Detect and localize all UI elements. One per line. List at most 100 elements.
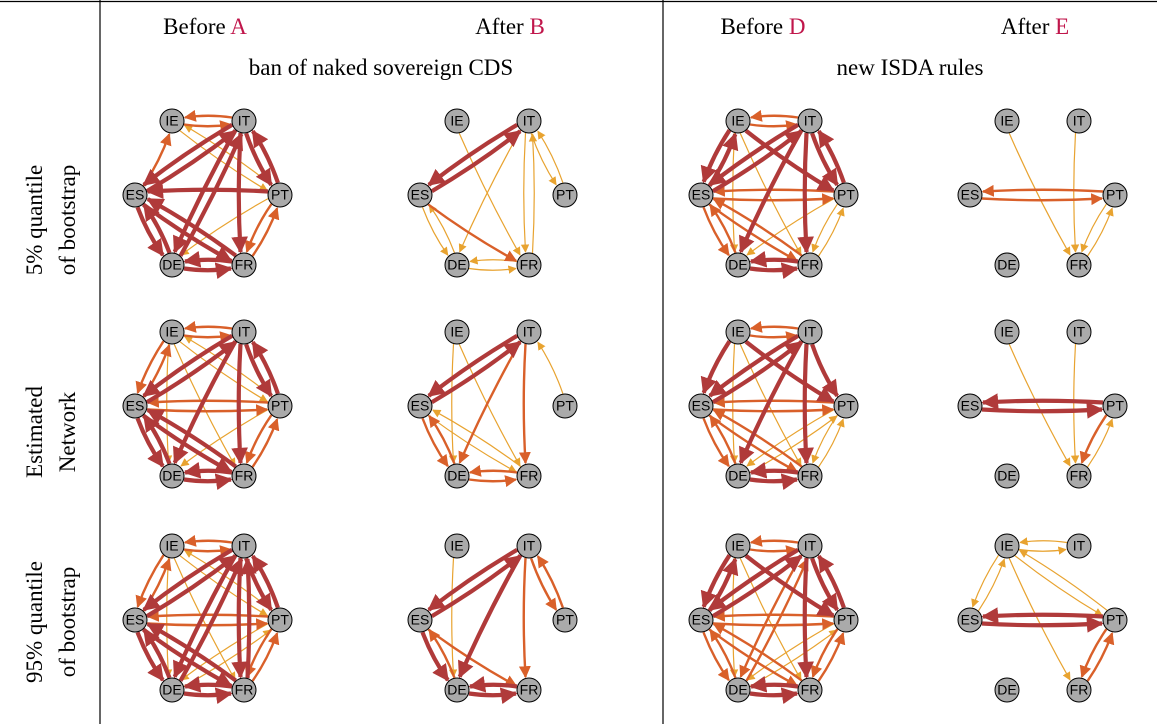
node-label: FR <box>1070 468 1089 484</box>
node-label: FR <box>801 257 820 273</box>
edge <box>518 343 531 465</box>
node-label: PT <box>837 398 855 414</box>
edge <box>430 340 522 404</box>
edge <box>729 343 739 464</box>
node-label: IE <box>165 324 178 340</box>
edge <box>709 414 737 465</box>
node <box>797 319 823 345</box>
edge <box>817 554 846 609</box>
node <box>516 677 542 703</box>
node <box>994 108 1020 134</box>
node <box>725 463 751 489</box>
edge <box>183 109 233 122</box>
node <box>159 108 185 134</box>
edge <box>749 629 838 687</box>
node <box>1066 108 1092 134</box>
edge <box>702 631 730 682</box>
node <box>1066 677 1092 703</box>
edge <box>981 393 1104 410</box>
node <box>725 252 751 278</box>
edge <box>537 130 564 183</box>
node <box>1102 607 1128 633</box>
node-label: FR <box>801 468 820 484</box>
edge <box>469 256 518 265</box>
node <box>444 533 470 559</box>
node-label: DE <box>997 682 1016 698</box>
edge <box>749 687 799 705</box>
edge <box>183 262 233 280</box>
node <box>833 393 859 419</box>
edge <box>448 557 458 678</box>
edge <box>468 475 518 488</box>
network: IE IT ES PT DE FR <box>957 533 1128 703</box>
node <box>407 393 433 419</box>
edge <box>142 123 234 187</box>
edge <box>458 133 521 256</box>
edge <box>981 184 1104 197</box>
edge <box>244 343 273 398</box>
node <box>1066 319 1092 345</box>
node-label: PT <box>837 612 855 628</box>
edge <box>183 250 233 268</box>
node-label: FR <box>235 468 254 484</box>
node <box>725 108 751 134</box>
edge <box>817 129 846 184</box>
edge <box>145 554 237 618</box>
edge <box>251 207 280 257</box>
node-label: IT <box>238 324 251 340</box>
edge <box>141 627 233 688</box>
node <box>444 108 470 134</box>
edge <box>135 206 165 257</box>
edge <box>797 343 814 465</box>
node <box>994 677 1020 703</box>
column-header: After E <box>1001 14 1069 39</box>
edge <box>430 554 522 618</box>
column-header: Before A <box>163 14 247 39</box>
edge <box>712 404 835 417</box>
node-label: IE <box>731 113 744 129</box>
node <box>444 319 470 345</box>
node-label: IT <box>804 324 817 340</box>
node <box>833 607 859 633</box>
edge <box>749 675 799 693</box>
edge <box>468 687 518 705</box>
column-marker: A <box>230 14 247 39</box>
network: IE IT ES PT DE FR <box>407 108 578 278</box>
edge <box>818 418 845 468</box>
edge <box>818 207 845 257</box>
node-label: IT <box>238 113 251 129</box>
node-label: ES <box>126 612 145 628</box>
edge <box>712 198 803 257</box>
edge <box>711 129 803 193</box>
edge <box>518 557 531 679</box>
node <box>231 533 257 559</box>
node-label: IE <box>731 324 744 340</box>
edge <box>172 340 238 465</box>
node-label: PT <box>271 398 289 414</box>
edge <box>183 675 233 693</box>
node <box>994 463 1020 489</box>
edge <box>729 557 739 678</box>
edge <box>981 402 1104 419</box>
node-label: FR <box>520 468 539 484</box>
edge <box>178 132 244 257</box>
edge <box>180 198 269 256</box>
node-label: IE <box>165 538 178 554</box>
node <box>231 252 257 278</box>
node-label: FR <box>520 682 539 698</box>
network: IE IT ES PT DE FR <box>957 319 1128 489</box>
node-label: IE <box>1000 324 1013 340</box>
edge <box>712 623 803 682</box>
node <box>1066 463 1092 489</box>
column-header: Before D <box>721 14 806 39</box>
node-label: PT <box>556 612 574 628</box>
node-label: ES <box>692 187 711 203</box>
network: IE IT ES PT DE FR <box>122 108 293 280</box>
edge <box>231 557 248 679</box>
edge <box>244 132 273 187</box>
edge <box>146 404 269 417</box>
node <box>725 533 751 559</box>
node <box>122 182 148 208</box>
edge <box>183 629 272 687</box>
node-label: IT <box>523 538 536 554</box>
